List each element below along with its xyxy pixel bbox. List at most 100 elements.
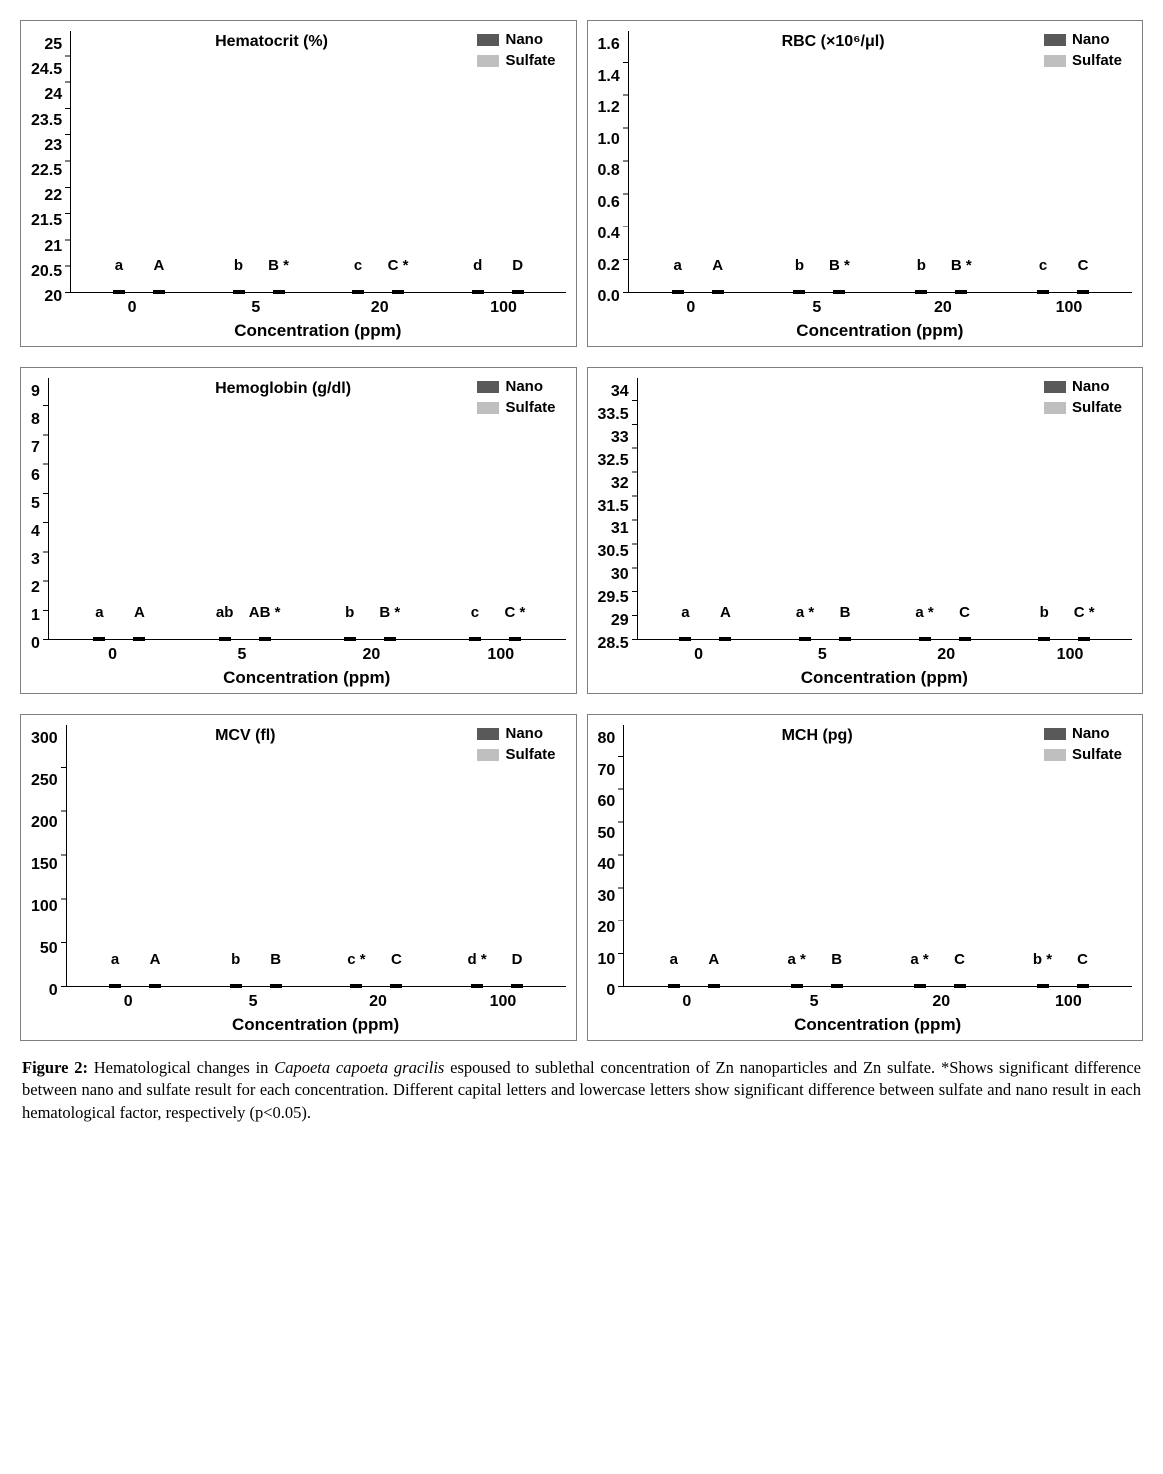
y-tick: 100	[31, 898, 58, 916]
y-tick: 30.5	[598, 543, 629, 561]
y-tick: 0	[49, 982, 58, 1000]
y-tick: 31	[611, 520, 629, 538]
bar-annotation: C *	[1074, 604, 1095, 621]
y-tick: 0	[31, 635, 40, 653]
bar-annotation: a	[95, 604, 103, 621]
bar-annotation: a	[681, 604, 689, 621]
plot-wrap: a A ab AB *	[48, 378, 566, 688]
bar-annotation: b	[795, 257, 804, 274]
x-tick: 0	[73, 993, 183, 1011]
x-tick: 5	[201, 299, 310, 317]
bar-annotation: C *	[504, 604, 525, 621]
plot-wrap: a A a * B	[637, 378, 1132, 688]
y-tick: 22.5	[31, 162, 62, 180]
y-tick: 60	[598, 793, 616, 811]
x-labels: 0520100	[637, 640, 1132, 664]
caption-lead: Figure 2:	[22, 1058, 88, 1077]
y-tick: 32	[611, 475, 629, 493]
y-tick: 33	[611, 429, 629, 447]
plot: a A ab AB *	[48, 378, 566, 640]
panel-mcv: MCV (fl) Nano Sulfate 300250200150100500…	[20, 714, 577, 1041]
x-tick: 0	[78, 299, 187, 317]
x-axis-title: Concentration (ppm)	[48, 664, 566, 688]
bar-annotation: d	[473, 257, 482, 274]
y-tick: 0.6	[598, 194, 620, 212]
y-tick: 150	[31, 856, 58, 874]
bar-annotation: A	[154, 257, 165, 274]
y-tick: 33.5	[598, 406, 629, 424]
y-tick: 250	[31, 772, 58, 790]
bar-annotation: B *	[268, 257, 289, 274]
y-tick: 70	[598, 762, 616, 780]
y-tick: 23	[44, 137, 62, 155]
plot: a A b B	[66, 725, 566, 987]
x-tick: 20	[323, 993, 433, 1011]
bar-annotation: c	[471, 604, 479, 621]
y-tick: 34	[611, 383, 629, 401]
x-tick: 100	[444, 646, 558, 664]
y-tick: 8	[31, 411, 40, 429]
x-tick: 5	[185, 646, 299, 664]
figure-caption: Figure 2: Hematological changes in Capoe…	[20, 1053, 1143, 1128]
y-tick: 10	[598, 951, 616, 969]
caption-t1: Hematological changes in	[88, 1058, 274, 1077]
bar-annotation: C	[954, 951, 965, 968]
bar-annotation: A	[134, 604, 145, 621]
panel-hemoglobin: Hemoglobin (g/dl) Nano Sulfate 987654321…	[20, 367, 577, 694]
bar-annotation: B *	[951, 257, 972, 274]
x-tick: 0	[644, 646, 753, 664]
x-axis-title: Concentration (ppm)	[628, 317, 1132, 341]
x-tick: 5	[768, 646, 877, 664]
bar-annotation: d *	[468, 951, 487, 968]
y-tick: 20	[598, 919, 616, 937]
bar-annotation: b *	[1033, 951, 1052, 968]
bar-annotation: A	[708, 951, 719, 968]
y-tick: 50	[598, 825, 616, 843]
y-tick: 1.0	[598, 131, 620, 149]
bar-annotation: B	[840, 604, 851, 621]
x-tick: 20	[325, 299, 434, 317]
figure-grid: Hematocrit (%) Nano Sulfate 2524.52423.5…	[20, 20, 1143, 1041]
panel-hematocrit: Hematocrit (%) Nano Sulfate 2524.52423.5…	[20, 20, 577, 347]
y-tick: 25	[44, 36, 62, 54]
bar-annotation: B	[270, 951, 281, 968]
y-tick: 24	[44, 86, 62, 104]
chart-area: 2524.52423.52322.52221.52120.520 a A	[31, 31, 566, 341]
bar-annotation: A	[712, 257, 723, 274]
panel-mchc: Nano Sulfate 3433.53332.53231.53130.5302…	[587, 367, 1144, 694]
caption-species: Capoeta capoeta gracilis	[274, 1058, 444, 1077]
bar-annotation: B *	[829, 257, 850, 274]
x-tick: 100	[449, 299, 558, 317]
y-tick: 30	[598, 888, 616, 906]
y-tick: 32.5	[598, 452, 629, 470]
y-tick: 300	[31, 730, 58, 748]
x-tick: 5	[758, 993, 870, 1011]
x-axis-title: Concentration (ppm)	[623, 1011, 1132, 1035]
bar-annotation: a	[673, 257, 681, 274]
x-labels: 0520100	[628, 293, 1132, 317]
x-tick: 20	[885, 993, 997, 1011]
y-tick: 20	[44, 288, 62, 306]
bar-annotation: b	[231, 951, 240, 968]
plot-wrap: a A a * B	[623, 725, 1132, 1035]
x-tick: 100	[1016, 646, 1125, 664]
y-tick: 21	[44, 238, 62, 256]
y-tick: 0.2	[598, 257, 620, 275]
bar-annotation: A	[150, 951, 161, 968]
bar-annotation: a	[115, 257, 123, 274]
bar-annotation: C	[959, 604, 970, 621]
bar-annotation: b	[234, 257, 243, 274]
bar-annotation: A	[720, 604, 731, 621]
x-tick: 20	[314, 646, 428, 664]
plot-wrap: a A b B	[66, 725, 566, 1035]
y-tick: 5	[31, 495, 40, 513]
plot: a A a * B	[637, 378, 1132, 640]
plot: a A b B *	[628, 31, 1132, 293]
bar-annotation: c	[1039, 257, 1047, 274]
bar-annotation: ab	[216, 604, 234, 621]
y-tick: 21.5	[31, 212, 62, 230]
y-tick: 50	[40, 940, 58, 958]
x-axis-title: Concentration (ppm)	[637, 664, 1132, 688]
x-tick: 100	[448, 993, 558, 1011]
bar-annotation: D	[512, 257, 523, 274]
